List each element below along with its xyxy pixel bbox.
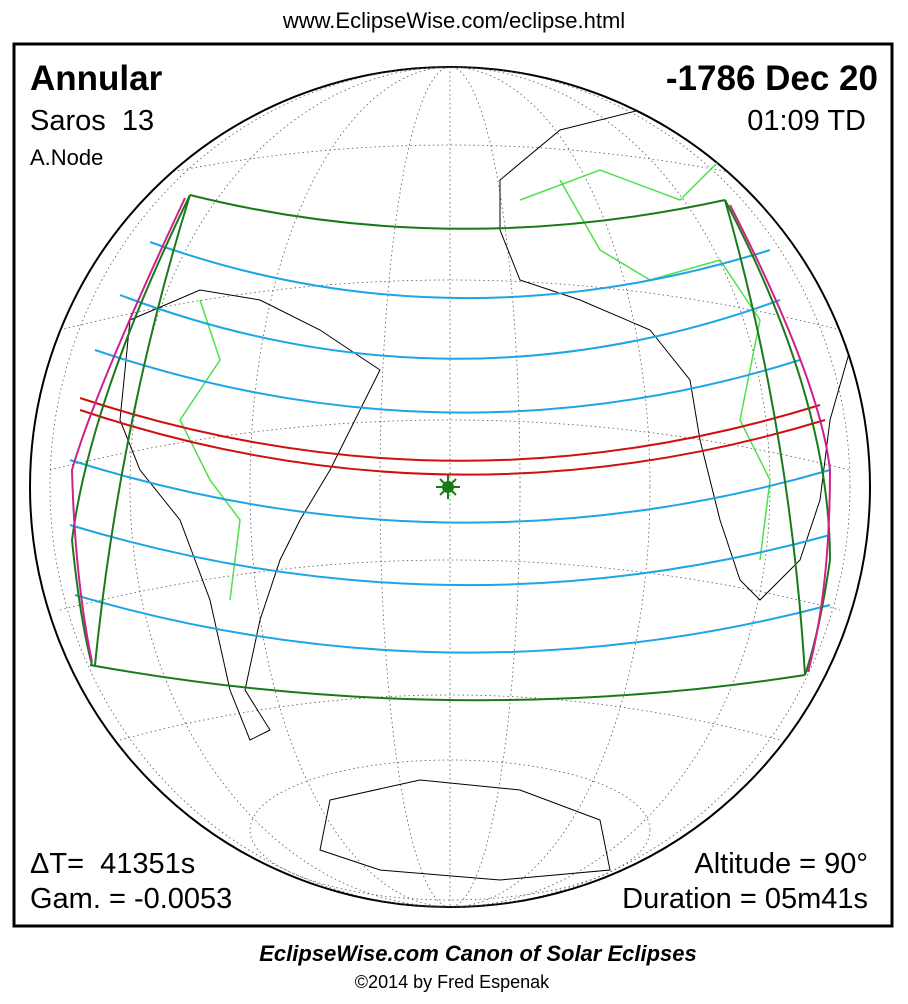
- globe: [29, 66, 871, 908]
- delta-t: ΔT= 41351s: [30, 848, 195, 880]
- footer-title: EclipseWise.com Canon of Solar Eclipses: [259, 941, 697, 966]
- saros: Saros 13: [30, 105, 154, 137]
- date: -1786 Dec 20: [666, 59, 878, 98]
- node: A.Node: [30, 145, 103, 170]
- altitude: Altitude = 90°: [694, 848, 868, 880]
- frame: [12, 42, 894, 928]
- footer-credit: ©2014 by Fred Espenak: [355, 972, 550, 992]
- time: 01:09 TD: [747, 105, 866, 137]
- eclipse-type: Annular: [30, 59, 163, 98]
- url: www.EclipseWise.com/eclipse.html: [282, 8, 625, 33]
- gamma: Gam. = -0.0053: [30, 883, 232, 915]
- duration: Duration = 05m41s: [622, 883, 868, 915]
